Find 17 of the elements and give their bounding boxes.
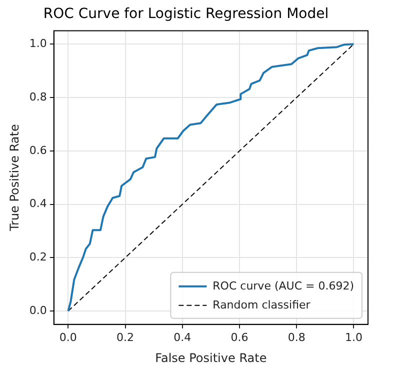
y-tick-label: 0.0 — [29, 304, 47, 317]
legend-label: ROC curve (AUC = 0.692) — [212, 279, 354, 292]
y-tick-label: 0.8 — [29, 90, 47, 104]
x-tick-label: 0.4 — [174, 330, 192, 344]
x-tick-label: 0.6 — [230, 330, 248, 344]
x-tick-label: 0.2 — [116, 330, 134, 344]
x-tick-label: 1.0 — [344, 330, 362, 344]
x-axis-title: False Positive Rate — [155, 350, 267, 365]
y-tick-label: 0.2 — [29, 250, 47, 264]
y-tick-label: 0.6 — [29, 144, 47, 157]
chart-title: ROC Curve for Logistic Regression Model — [43, 6, 329, 22]
y-tick-label: 1.0 — [29, 37, 47, 50]
y-axis-title: True Positive Rate — [7, 124, 22, 232]
x-tick-label: 0.0 — [59, 330, 77, 344]
y-tick-label: 0.4 — [29, 197, 47, 210]
legend-label: Random classifier — [212, 298, 311, 312]
x-tick-label: 0.8 — [288, 330, 306, 344]
